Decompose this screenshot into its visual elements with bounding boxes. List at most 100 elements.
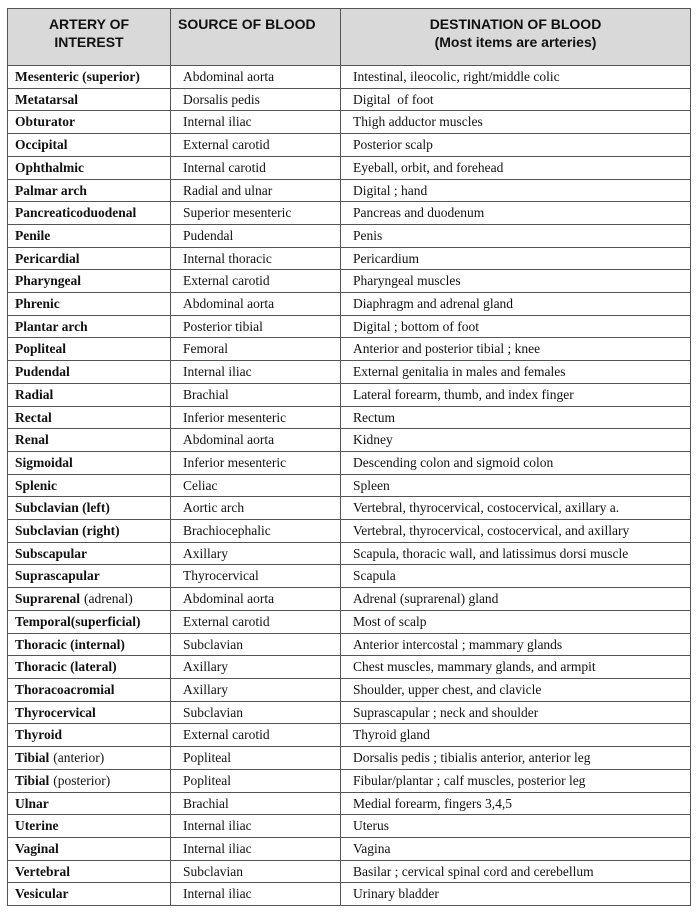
header-cell: ARTERY OF INTEREST [7,8,171,66]
header-cell: DESTINATION OF BLOOD (Most items are arte… [340,8,691,66]
table-row: Ophthalmic Internal carotid Eyeball, orbit… [7,155,691,180]
cell-main: Suprarenal [15,591,81,607]
table-cell: Radial [7,382,171,407]
table-cell: Splenic [7,473,171,498]
table-cell: Thyrocervical [7,700,171,725]
table-cell: Descending colon and sigmoid colon [340,450,691,475]
table-cell: Abdominal aorta [170,65,341,89]
table-cell: Subclavian (left) [7,496,171,521]
table-cell: Abdominal aorta [170,428,341,452]
table-cell: Medial forearm, fingers 3,4,5 [340,791,691,816]
cell-qualifier: (posterior) [53,772,111,788]
table-cell: Vesicular [7,882,171,907]
table-row: Thoracic (internal) Subclavian Anterior in… [7,632,691,657]
table-cell: Popliteal [170,746,341,770]
cell-main: Tibial [15,750,50,766]
table-cell: Thoracic (internal) [7,632,171,657]
table-cell: Adrenal (suprarenal) gland [340,587,691,611]
table-cell: Internal iliac [170,836,341,861]
table-cell: Vertebral [7,859,171,884]
table-cell: Spleen [340,473,691,498]
table-cell: Subclavian (right) [7,519,171,543]
table-cell: Internal iliac [170,882,341,907]
table-cell: Thoracoacromial [7,677,171,702]
table-cell: Metatarsal [7,87,171,112]
table-cell: Uterine [7,814,171,838]
header-cell: SOURCE OF BLOOD [170,8,341,66]
table-cell: Axillary [170,655,341,679]
table-cell: Subclavian [170,700,341,725]
table-cell: Axillary [170,541,341,566]
table-cell: Axillary [170,677,341,702]
table-row: Thoracic (lateral) Axillary Chest muscles,… [7,655,691,679]
table-cell: Rectal [7,405,171,430]
table-row: Uterine Internal iliac Uterus [7,814,691,838]
table-cell: Pharyngeal [7,269,171,294]
table-cell: Vertebral, thyrocervical, costocervical,… [340,496,691,521]
table-cell: Abdominal aorta [170,587,341,611]
table-cell: Phrenic [7,292,171,316]
table-cell: Lateral forearm, thumb, and index finger [340,382,691,407]
table-cell: Thyroid [7,723,171,748]
table-row: Subscapular Axillary Scapula, thoracic wal… [7,541,691,566]
header-row: ARTERY OF INTEREST SOURCE OF BLOOD DESTI… [7,8,691,66]
table-cell: Fibular/plantar ; calf muscles, posterio… [340,768,691,793]
table-cell: Pericardial [7,246,171,271]
table-row: Plantar arch Posterior tibial Digital ; bo… [7,314,691,339]
table-cell: Sigmoidal [7,450,171,475]
table-row: Vaginal Internal iliac Vagina [7,836,691,861]
table-row: Pudendal Internal iliac External genitalia… [7,360,691,384]
table-cell: Inferior mesenteric [170,450,341,475]
table-row: Pancreaticoduodenal Superior mesenteric Pa… [7,201,691,225]
table-row: Penile Pudendal Penis [7,223,691,248]
table-cell: Chest muscles, mammary glands, and armpi… [340,655,691,679]
table-cell: Posterior scalp [340,133,691,157]
table-cell: Scapula [340,564,691,589]
table-cell: Pudendal [170,223,341,248]
table-cell: Pancreas and duodenum [340,201,691,225]
table-cell: Suprascapular [7,564,171,589]
table-row: Occipital External carotid Posterior scalp [7,133,691,157]
table-cell: Internal carotid [170,155,341,180]
table-row: Sigmoidal Inferior mesenteric Descending c… [7,450,691,475]
table-cell: Most of scalp [340,609,691,634]
table-cell: Basilar ; cervical spinal cord and cereb… [340,859,691,884]
table-cell: Vaginal [7,836,171,861]
table-row: Thoracoacromial Axillary Shoulder, upper c… [7,677,691,702]
table-cell: Shoulder, upper chest, and clavicle [340,677,691,702]
table-cell: Internal thoracic [170,246,341,271]
table-cell: Internal iliac [170,814,341,838]
table-cell: Obturator [7,110,171,135]
table-cell: Vagina [340,836,691,861]
table-cell: Subclavian [170,859,341,884]
table-cell: Dorsalis pedis ; tibialis anterior, ante… [340,746,691,770]
table-cell: Ophthalmic [7,155,171,180]
table-cell: Celiac [170,473,341,498]
table-row: Pharyngeal External carotid Pharyngeal mus… [7,269,691,294]
artery-table: ARTERY OF INTEREST SOURCE OF BLOOD DESTI… [7,8,691,907]
header-text: DESTINATION OF BLOOD [429,16,602,32]
table-row: Tibial (posterior) Popliteal Fibular/planta… [7,768,691,793]
table-row: Renal Abdominal aorta Kidney [7,428,691,452]
table-row: Obturator Internal iliac Thigh adductor mu… [7,110,691,135]
table-cell: Thigh adductor muscles [340,110,691,135]
table-cell: Urinary bladder [340,882,691,907]
table-cell: Ulnar [7,791,171,816]
table-cell: Kidney [340,428,691,452]
table-cell: Brachial [170,382,341,407]
table-cell: Digital of foot [340,87,691,112]
table-cell: Diaphragm and adrenal gland [340,292,691,316]
table-cell: Brachial [170,791,341,816]
table-cell: Renal [7,428,171,452]
table-row: Subclavian (left) Aortic arch Vertebral, t… [7,496,691,521]
table-row: Vesicular Internal iliac Urinary bladder [7,882,691,907]
table-row: Suprarenal (adrenal) Abdominal aorta Adrena… [7,587,691,611]
table-cell: External carotid [170,133,341,157]
table-cell: Internal iliac [170,360,341,384]
table-cell: Anterior intercostal ; mammary glands [340,632,691,657]
table-cell: Abdominal aorta [170,292,341,316]
table-row: Subclavian (right) Brachiocephalic Vertebr… [7,519,691,543]
table-cell: Popliteal [170,768,341,793]
table-row: Ulnar Brachial Medial forearm, fingers 3,4… [7,791,691,816]
